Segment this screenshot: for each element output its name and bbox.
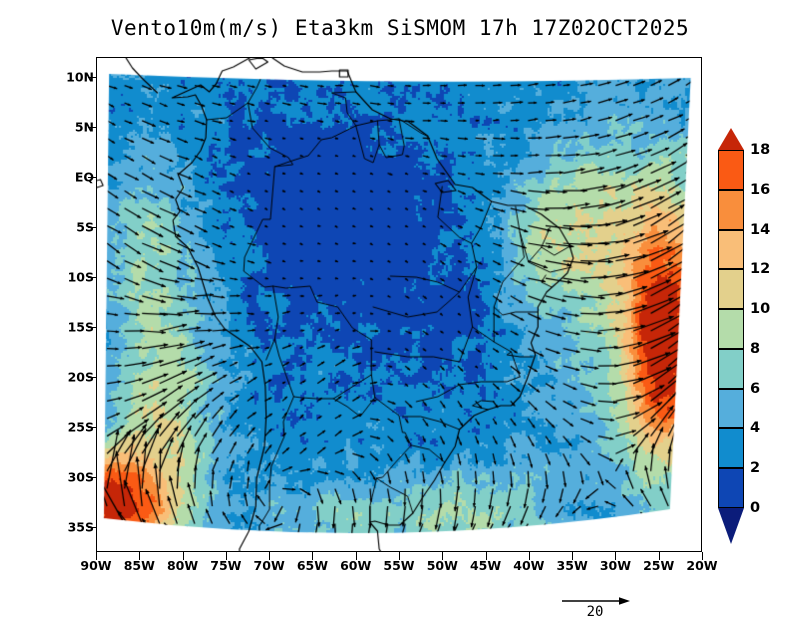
x-tick xyxy=(485,552,487,560)
x-axis-label-90w: 90W xyxy=(80,558,112,573)
x-axis-label-50w: 50W xyxy=(426,558,458,573)
y-tick xyxy=(88,77,96,78)
colorbar-tick-0: 0 xyxy=(750,500,761,516)
colorbar-tick-12: 12 xyxy=(750,261,771,278)
y-tick xyxy=(88,377,96,378)
y-axis-label-25s: 25S xyxy=(67,419,94,435)
y-tick xyxy=(88,227,96,228)
x-axis-label-25w: 25W xyxy=(643,558,675,573)
reference-vector-label: 20 xyxy=(586,604,604,620)
wind-speed-map xyxy=(97,58,701,551)
x-tick xyxy=(139,552,141,560)
colorbar-tick-18: 18 xyxy=(750,142,771,158)
y-axis-label-20s: 20S xyxy=(67,369,94,385)
page-title: Vento10m(m/s) Eta3km SiSMOM 17h 17Z02OCT… xyxy=(110,16,690,40)
x-tick xyxy=(269,552,271,560)
x-tick xyxy=(96,552,97,560)
colorbar-band xyxy=(718,428,744,469)
y-axis-label-eq: EQ xyxy=(74,169,94,185)
x-axis-label-70w: 70W xyxy=(253,558,285,573)
x-tick xyxy=(182,552,184,560)
x-axis-label-60w: 60W xyxy=(340,558,372,573)
x-tick xyxy=(399,552,400,560)
y-axis-label-5n: 5N xyxy=(74,119,94,135)
colorbar-tick-2: 2 xyxy=(750,460,761,477)
y-axis-label-10n: 10N xyxy=(66,69,94,85)
colorbar-over-arrow xyxy=(718,128,744,150)
x-axis-label-80w: 80W xyxy=(166,558,199,573)
x-axis-label-85w: 85W xyxy=(123,558,155,573)
colorbar-under-arrow xyxy=(718,508,744,544)
x-axis-label-55w: 55W xyxy=(383,558,415,573)
colorbar-tick-14: 14 xyxy=(750,221,771,238)
y-tick xyxy=(88,427,96,428)
colorbar-tick-4: 4 xyxy=(750,420,761,437)
colorbar-band xyxy=(718,189,744,230)
x-tick xyxy=(528,552,530,560)
y-tick xyxy=(88,127,96,128)
x-tick xyxy=(442,552,444,560)
x-axis-label-35w: 35W xyxy=(556,558,588,573)
y-tick xyxy=(88,527,96,528)
x-axis-label-75w: 75W xyxy=(210,558,242,573)
colorbar-band xyxy=(718,468,744,508)
colorbar-band xyxy=(718,229,744,270)
y-axis-label-15s: 15S xyxy=(67,319,94,335)
colorbar-band xyxy=(718,309,744,349)
y-tick xyxy=(88,277,96,278)
x-tick xyxy=(615,552,617,560)
colorbar-band xyxy=(718,388,744,429)
y-tick xyxy=(88,327,96,328)
colorbar-tick-10: 10 xyxy=(750,301,771,318)
x-axis-label-20w: 20W xyxy=(686,558,718,573)
colorbar-tick-6: 6 xyxy=(750,380,761,397)
colorbar xyxy=(718,128,744,544)
colorbar-band xyxy=(718,348,744,389)
map-plot-area xyxy=(96,57,702,552)
colorbar-tick-16: 16 xyxy=(750,181,771,198)
x-tick xyxy=(312,552,314,560)
y-tick xyxy=(88,177,96,178)
y-axis-label-30s: 30S xyxy=(67,469,94,485)
x-tick xyxy=(355,552,357,560)
x-tick xyxy=(572,552,574,560)
x-axis-label-30w: 30W xyxy=(599,558,632,573)
y-axis-label-35s: 35S xyxy=(67,519,94,535)
x-axis-label-45w: 45W xyxy=(469,558,502,573)
x-axis-label-65w: 65W xyxy=(296,558,329,573)
x-tick xyxy=(225,552,227,560)
y-tick xyxy=(88,477,96,478)
colorbar-band xyxy=(718,269,744,310)
reference-vector-arrow xyxy=(562,597,630,605)
colorbar-tick-8: 8 xyxy=(750,340,761,357)
y-axis-label-10s: 10S xyxy=(67,269,94,285)
colorbar-band xyxy=(718,150,744,190)
y-axis-label-5s: 5S xyxy=(76,219,94,235)
x-tick xyxy=(702,552,703,560)
x-axis-label-40w: 40W xyxy=(513,558,545,573)
x-tick xyxy=(658,552,660,560)
